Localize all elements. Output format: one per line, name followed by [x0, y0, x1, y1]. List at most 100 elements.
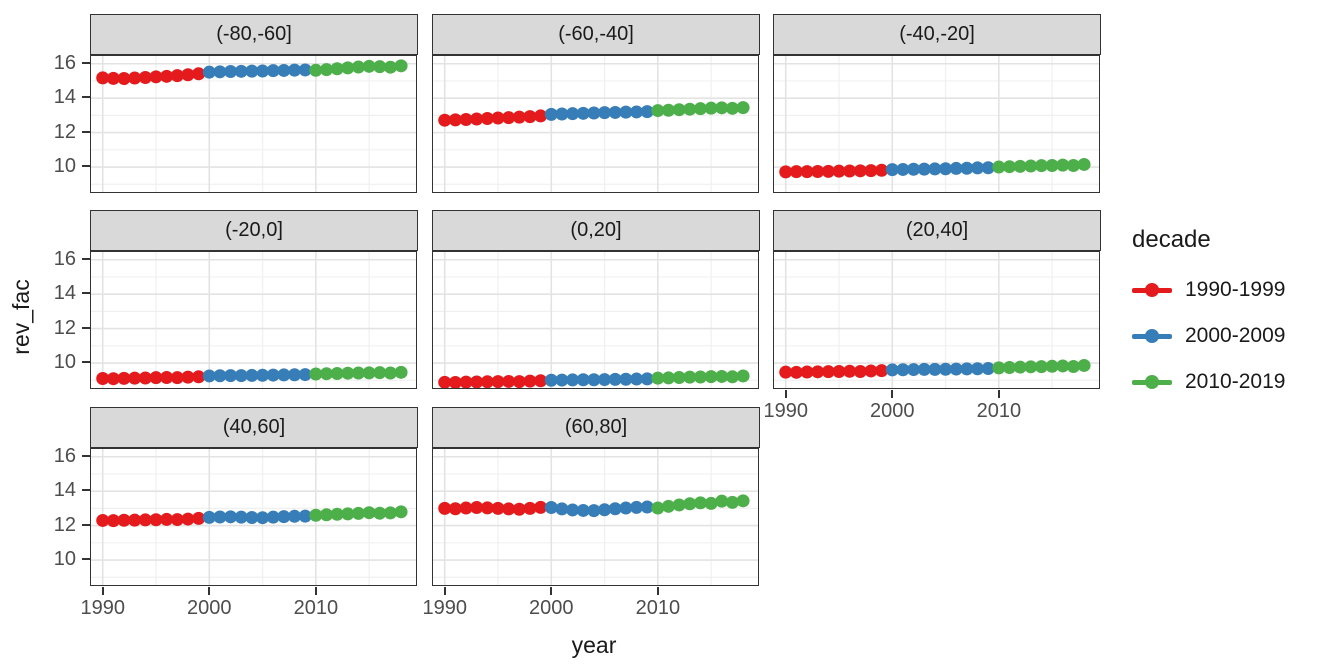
data-point: [383, 506, 397, 520]
facet-strip: (40,60]: [90, 407, 418, 448]
data-point: [949, 161, 963, 175]
data-point: [341, 507, 355, 521]
data-point: [917, 162, 931, 176]
data-point: [1034, 159, 1048, 173]
data-point: [523, 110, 537, 124]
legend-entry-label: 2010-2019: [1185, 370, 1286, 393]
data-point: [608, 502, 622, 516]
data-point: [480, 111, 494, 125]
data-point: [394, 365, 408, 379]
legend-entry-label: 1990-1999: [1185, 278, 1286, 301]
data-point: [181, 370, 195, 384]
data-point: [843, 164, 857, 178]
data-point: [587, 106, 601, 120]
data-point: [266, 64, 280, 78]
data-point: [245, 511, 259, 525]
data-point: [544, 107, 558, 121]
data-point: [298, 368, 312, 382]
data-point: [128, 371, 142, 385]
data-point: [160, 512, 174, 526]
facet-panel: [90, 55, 417, 193]
data-point: [470, 112, 484, 126]
data-point: [576, 503, 590, 517]
data-point: [502, 374, 516, 388]
data-point: [448, 375, 462, 388]
data-point: [608, 372, 622, 386]
y-axis-tick: [82, 61, 90, 64]
data-point: [470, 501, 484, 515]
data-point: [394, 505, 408, 519]
data-point: [288, 63, 302, 77]
data-point: [438, 501, 452, 515]
data-point: [383, 366, 397, 380]
data-point: [566, 503, 580, 517]
data-point: [448, 113, 462, 127]
data-point: [96, 513, 110, 527]
data-point: [266, 510, 280, 524]
data-point: [96, 71, 110, 85]
legend-entry-label: 2000-2009: [1185, 324, 1286, 347]
data-point: [256, 64, 270, 78]
facet-label: (-60,-40]: [558, 23, 634, 45]
data-point: [800, 165, 814, 179]
data-point: [298, 509, 312, 523]
facet-label: (20,40]: [905, 219, 969, 241]
data-point: [789, 165, 803, 179]
data-point: [319, 367, 333, 381]
data-point: [534, 374, 548, 388]
y-axis-tick-label: 16: [53, 444, 76, 467]
data-point: [309, 367, 323, 381]
facet-panel: [90, 251, 417, 389]
data-point: [811, 365, 825, 379]
facet-strip: (-20,0]: [90, 210, 418, 251]
data-point: [534, 109, 548, 123]
data-point: [939, 362, 953, 376]
y-axis-tick: [82, 454, 90, 457]
y-axis-tick: [82, 361, 90, 364]
data-point: [245, 368, 259, 382]
data-point: [971, 362, 985, 376]
data-point: [234, 510, 248, 524]
data-point: [725, 370, 739, 384]
x-axis-tick: [891, 390, 894, 398]
data-point: [373, 506, 387, 520]
data-point: [651, 501, 665, 515]
data-point: [896, 162, 910, 176]
facet-label: (40,60]: [222, 416, 286, 438]
data-point: [512, 502, 526, 516]
data-point: [298, 63, 312, 77]
data-point: [1034, 360, 1048, 374]
data-point: [587, 504, 601, 518]
data-point: [704, 370, 718, 384]
data-point: [383, 60, 397, 74]
data-point: [555, 373, 569, 387]
data-point: [213, 65, 227, 79]
data-point: [693, 370, 707, 384]
data-point: [277, 510, 291, 524]
data-point: [907, 162, 921, 176]
facet-strip: (60,80]: [432, 407, 760, 448]
data-point: [213, 510, 227, 524]
x-axis-tick-label: 1990: [80, 597, 125, 619]
data-point: [661, 499, 675, 513]
data-point: [598, 373, 612, 387]
data-point: [362, 506, 376, 520]
data-point: [949, 362, 963, 376]
data-point: [330, 507, 344, 521]
data-point: [736, 101, 750, 115]
facet-strip: (0,20]: [432, 210, 760, 251]
data-point: [598, 503, 612, 517]
data-point: [630, 500, 644, 514]
data-point: [683, 497, 697, 511]
x-axis-tick: [656, 587, 659, 595]
data-point: [640, 372, 654, 386]
data-point: [224, 510, 238, 524]
data-point: [544, 373, 558, 387]
data-point: [319, 63, 333, 77]
data-point: [106, 372, 120, 386]
data-point: [555, 107, 569, 121]
data-point: [1002, 361, 1016, 375]
data-point: [928, 162, 942, 176]
data-point: [832, 164, 846, 178]
y-axis-tick: [82, 257, 90, 260]
